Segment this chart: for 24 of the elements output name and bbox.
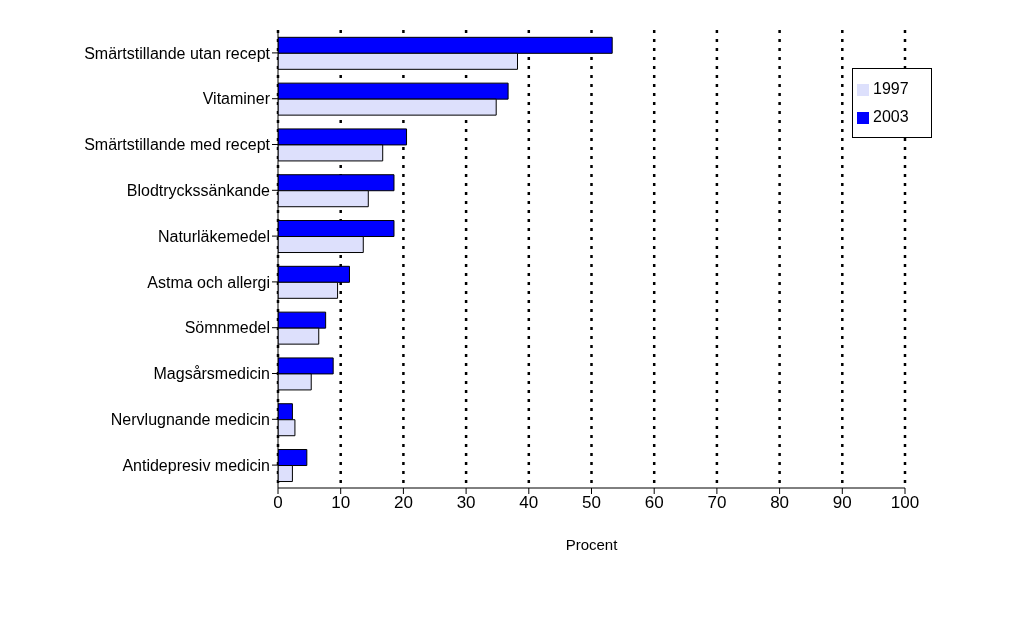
x-tick-label: 0	[273, 493, 283, 513]
y-tick-label: Vitaminer	[202, 90, 271, 108]
x-tick-label: 80	[770, 493, 790, 513]
y-tick-label: Smärtstillande med recept	[84, 136, 271, 154]
y-tick-label: Nervlugnande medicin	[110, 410, 270, 428]
y-tick-label: Blodtryckssänkande	[126, 181, 271, 199]
y-tick-label: Naturläkemedel	[157, 227, 270, 245]
x-tick-label: 90	[832, 493, 852, 513]
x-tick-label: 10	[331, 493, 351, 513]
x-axis-title: Procent	[565, 536, 619, 553]
y-tick-label: Astma och allergi	[147, 273, 270, 291]
y-tick-label: Smärtstillande utan recept	[84, 44, 271, 62]
legend-label: 1997	[873, 80, 909, 97]
legend-label: 2003	[873, 108, 909, 125]
x-tick-label: 70	[707, 493, 727, 513]
x-tick-label: 60	[644, 493, 664, 513]
x-tick-label: 20	[393, 493, 413, 513]
x-tick-label: 50	[582, 493, 601, 513]
x-tick-label: 40	[519, 493, 539, 513]
y-tick-label: Magsårsmedicin	[153, 365, 270, 383]
y-tick-label: Sömnmedel	[184, 319, 270, 337]
x-tick-label: 100	[890, 493, 920, 513]
y-tick-label: Antidepresiv medicin	[122, 456, 270, 474]
x-tick-label: 30	[456, 493, 476, 513]
